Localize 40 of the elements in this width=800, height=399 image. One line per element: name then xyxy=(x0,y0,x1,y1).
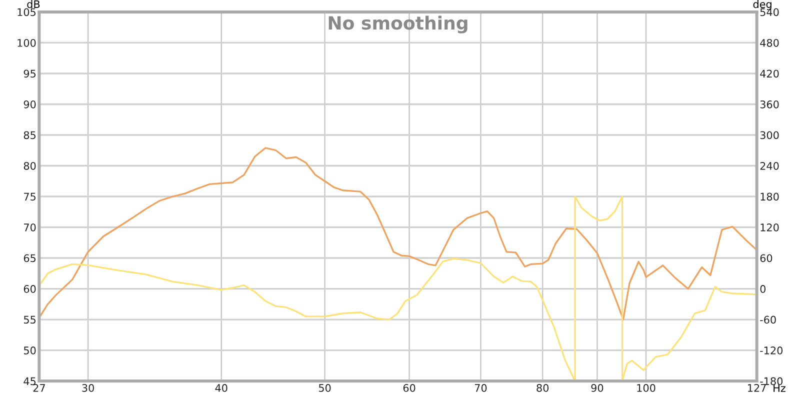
y-tick-label: 105 xyxy=(18,8,36,16)
y2-axis-title: deg xyxy=(753,0,772,10)
y-tick-label: 50 xyxy=(24,346,36,354)
y-tick-label: 85 xyxy=(24,131,36,140)
y2-tick-label: -120 xyxy=(760,346,783,354)
x-tick-label: 100 xyxy=(637,384,656,392)
y2-tick-label: 180 xyxy=(760,192,779,201)
y-tick-label: 65 xyxy=(24,254,36,262)
x-tick-label: 27 xyxy=(33,384,45,392)
chart-title: No smoothing xyxy=(328,16,468,34)
y2-tick-label: 420 xyxy=(760,70,779,78)
y-tick-label: 80 xyxy=(24,162,36,170)
y2-tick-label: 120 xyxy=(760,223,779,232)
y2-tick-label: 540 xyxy=(760,8,779,16)
y-tick-label: 100 xyxy=(18,38,36,47)
x-axis-title: Hz xyxy=(774,384,786,392)
x-tick-label: 70 xyxy=(474,384,487,392)
y2-tick-label: -180 xyxy=(760,377,783,386)
y-tick-label: 45 xyxy=(24,377,36,386)
y-tick-label: 60 xyxy=(24,285,36,293)
y-tick-label: 75 xyxy=(24,192,36,201)
y2-tick-label: 60 xyxy=(760,254,772,262)
x-tick-label: 60 xyxy=(403,384,416,392)
y-tick-label: 90 xyxy=(24,100,36,108)
x-tick-label: 90 xyxy=(591,384,604,392)
x-tick-label: 40 xyxy=(215,384,228,392)
y2-tick-label: -60 xyxy=(760,316,776,324)
y2-tick-label: 360 xyxy=(760,100,779,108)
y-tick-label: 70 xyxy=(24,223,36,232)
y2-tick-label: 300 xyxy=(760,131,779,140)
y-tick-label: 95 xyxy=(24,70,36,78)
x-tick-label: 80 xyxy=(536,384,549,392)
y2-tick-label: 240 xyxy=(760,162,779,170)
y2-tick-label: 480 xyxy=(760,38,779,47)
y-tick-label: 55 xyxy=(24,316,36,324)
x-tick-label: 50 xyxy=(318,384,331,392)
y-axis-title: dB xyxy=(27,0,40,8)
x-tick-label: 127 xyxy=(748,384,766,392)
y2-tick-label: 0 xyxy=(760,285,766,293)
x-tick-label: 30 xyxy=(82,384,94,392)
